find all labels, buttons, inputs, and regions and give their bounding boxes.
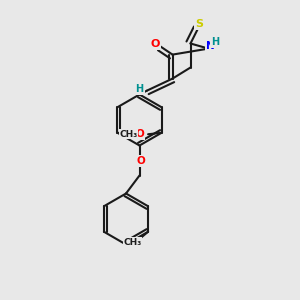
Text: H: H bbox=[135, 84, 144, 94]
Text: I: I bbox=[134, 129, 138, 139]
Text: N: N bbox=[206, 41, 215, 51]
Text: S: S bbox=[196, 19, 203, 29]
Text: O: O bbox=[150, 39, 160, 49]
Text: CH₃: CH₃ bbox=[123, 238, 142, 247]
Text: O: O bbox=[136, 156, 145, 167]
Text: H: H bbox=[211, 37, 220, 47]
Text: O: O bbox=[135, 129, 144, 139]
Text: CH₃: CH₃ bbox=[119, 130, 138, 139]
